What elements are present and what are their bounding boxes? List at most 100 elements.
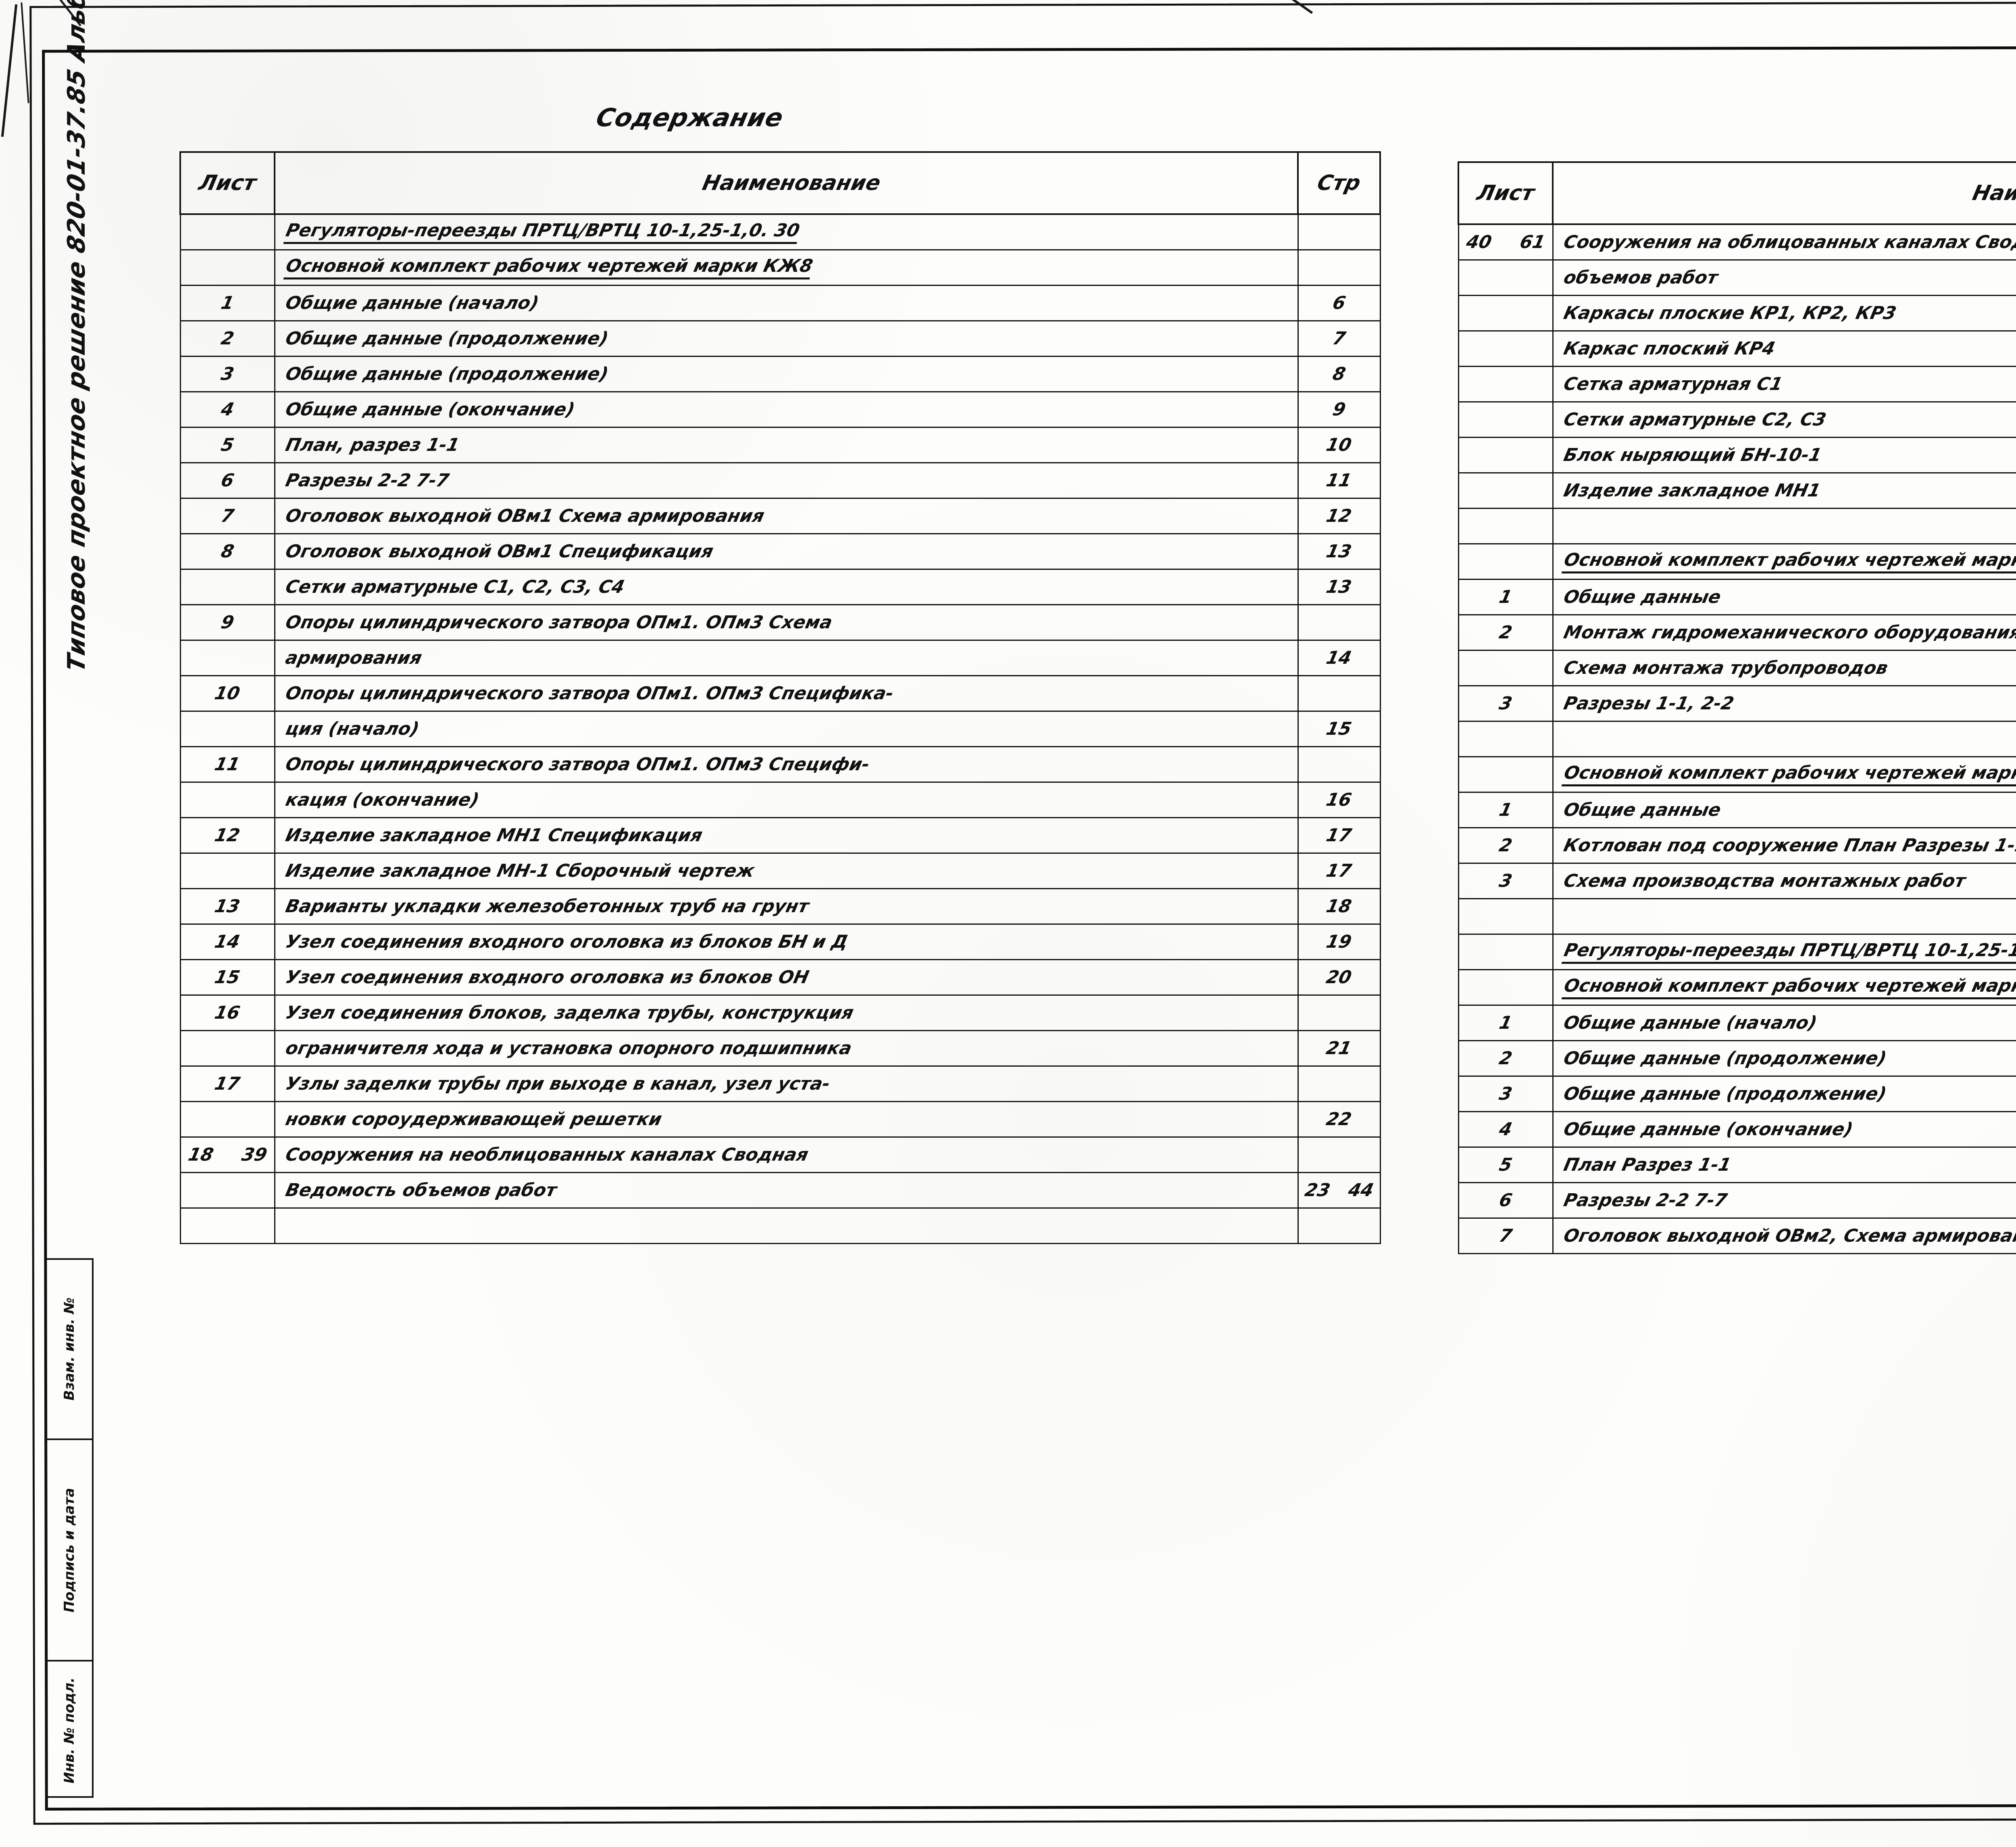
cell-sheet: 1 (179, 285, 275, 321)
cell-sheet (1458, 401, 1554, 438)
cell-sheet: 2 (1458, 1040, 1554, 1077)
cell-name: Узел соединения входного оголовка из бло… (274, 924, 1299, 960)
cell-page (1297, 1065, 1381, 1102)
cell-sheet (1458, 366, 1554, 402)
table-row: 2 Общие данные (продолжение) 7 (179, 320, 1381, 357)
cell-name: Ведомость объемов работ (274, 1172, 1299, 1209)
cell-sheet: 18 39 (179, 1136, 275, 1173)
table-row: Основной комплект рабочих чертежей марки… (1458, 756, 2016, 793)
cell-sheet: 4 (1458, 1111, 1554, 1148)
cell-page: 9 (1297, 391, 1381, 428)
cell-sheet (1458, 969, 1554, 1006)
scan-artifact-top-left (1, 4, 18, 137)
cell-sheet (179, 853, 275, 889)
cell-name: Монтаж гидромеханического оборудования П… (1552, 614, 2016, 651)
cell-sheet (179, 569, 275, 605)
scan-artifact-top-left-2 (21, 2, 29, 103)
cell-name: Регуляторы-переезды ПРТЦ/ВРТЦ 10-1,25-1,… (1552, 934, 2016, 970)
cell-sheet: 3 (1458, 685, 1554, 722)
cell-name: Общие данные (1552, 792, 2016, 828)
cell-page: 14 (1297, 640, 1381, 676)
cell-name: Общие данные (окончание) (274, 391, 1299, 428)
cell-page: 16 (1297, 782, 1381, 818)
cell-page (1297, 213, 1381, 250)
cell-sheet (1458, 259, 1554, 296)
cell-name: Каркасы плоские КР1, КР2, КР3 (1552, 295, 2016, 331)
cell-sheet: 6 (1458, 1182, 1554, 1219)
cell-page: 10 (1297, 427, 1381, 463)
table-row: 6 Разрезы 2-2 7-7 11 (179, 462, 1381, 499)
cell-sheet: 3 (1458, 1076, 1554, 1112)
cell-name: Блок ныряющий БН-10-1 (1552, 437, 2016, 473)
cell-sheet (179, 782, 275, 818)
cell-name: Общие данные (начало) (1552, 1005, 2016, 1041)
cell-sheet (1458, 437, 1554, 473)
cell-name: ограничителя хода и установка опорного п… (274, 1030, 1299, 1067)
cell-name: новки сороудерживающей решетки (274, 1101, 1299, 1138)
cell-name: Разрезы 1-1, 2-2 (1552, 685, 2016, 722)
table-row: 14 Узел соединения входного оголовка из б… (179, 924, 1381, 960)
cell-sheet: 15 (179, 959, 275, 996)
table-row: Каркас плоский КР467 (1458, 330, 2016, 367)
cell-name: Каркас плоский КР4 (1552, 330, 2016, 367)
col-header-name: Наименование (1552, 161, 2016, 225)
cell-sheet (179, 1101, 275, 1138)
cell-sheet (1458, 934, 1554, 970)
cell-page: 18 (1297, 888, 1381, 925)
table-row: ция (начало) 15 (179, 711, 1381, 747)
cell-name: Сетки арматурные С1, С2, С3, С4 (274, 569, 1299, 605)
table-row: 7 Оголовок выходной ОВм2, Схема армирован… (1458, 1217, 2016, 1254)
table-row: 17 Узлы заделки трубы при выходе в канал,… (179, 1065, 1381, 1102)
cell-name: Разрезы 2-2 7-7 (1552, 1182, 2016, 1219)
stamp-row-0: Взам. инв. № (61, 1297, 77, 1401)
cell-sheet: 9 (179, 604, 275, 641)
table-row (1458, 898, 2016, 935)
left-contents-table: Лист Наименование Стр Регуляторы-переезды П… (179, 151, 1381, 1244)
cell-sheet: 16 (179, 994, 275, 1031)
cell-sheet: 2 (179, 320, 275, 357)
table-row: 4 Общие данные (окончание) 9 (179, 391, 1381, 428)
cell-name: Оголовок выходной ОВм1 Спецификация (274, 533, 1299, 570)
cell-name: Варианты укладки железобетонных труб на … (274, 888, 1299, 925)
cell-name: План, разрез 1-1 (274, 427, 1299, 463)
cell-page: 23 44 (1297, 1172, 1381, 1209)
table-row: 1 Общие данные (начало) 6 (179, 285, 1381, 321)
cell-name: Оголовок выходной ОВм1 Схема армирования (274, 498, 1299, 534)
cell-sheet: 1 (1458, 1005, 1554, 1041)
cell-name (1552, 508, 2016, 544)
cell-sheet (1458, 508, 1554, 544)
cell-sheet (1458, 295, 1554, 331)
cell-page (1297, 675, 1381, 712)
cell-name: Схема производства монтажных работ (1552, 863, 2016, 899)
cell-name: Основной комплект рабочих чертежей марки… (1552, 756, 2016, 793)
table-row: ограничителя хода и установка опорного п… (179, 1030, 1381, 1067)
cell-name: Общие данные (начало) (274, 285, 1299, 321)
cell-name: Регуляторы-переезды ПРТЦ/ВРТЦ 10-1,25-1,… (274, 213, 1299, 250)
table-row: Схема монтажа трубопроводов71 (1458, 650, 2016, 686)
cell-sheet (1458, 650, 1554, 686)
table-row: 9 Опоры цилиндрического затвора ОПм1. ОПм… (179, 604, 1381, 641)
vertical-caption: Типовое проектное решение 820-01-37.85 А… (62, 0, 91, 674)
cell-name: Оголовок выходной ОВм2, Схема армировани… (1552, 1217, 2016, 1254)
table-row: 16 Узел соединения блоков, заделка трубы,… (179, 994, 1381, 1031)
cell-page: 17 (1297, 853, 1381, 889)
cell-name: Узел соединения входного оголовка из бло… (274, 959, 1299, 996)
cell-page: 15 (1297, 711, 1381, 747)
cell-page: 22 (1297, 1101, 1381, 1138)
table-row: 18 39 Сооружения на необлицованных канала… (179, 1136, 1381, 1173)
cell-page: 21 (1297, 1030, 1381, 1067)
cell-sheet (179, 1207, 275, 1244)
table-row: Изделие закладное МН169 (1458, 472, 2016, 509)
table-row: 3 Общие данные (продолжение) 8 (179, 356, 1381, 392)
cell-sheet (1458, 898, 1554, 935)
cell-name: Опоры цилиндрического затвора ОПм1. ОПм3… (274, 604, 1299, 641)
cell-name: объемов работ (1552, 259, 2016, 296)
cell-page: 13 (1297, 569, 1381, 605)
cell-name: Общие данные (продолжение) (1552, 1076, 2016, 1112)
